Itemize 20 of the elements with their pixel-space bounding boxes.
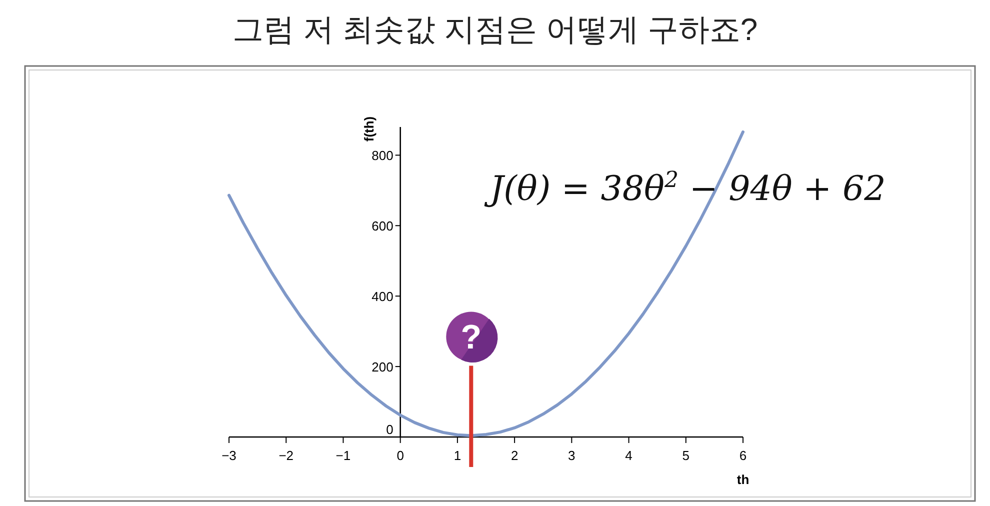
y-tick-label: 0 bbox=[386, 422, 394, 437]
y-tick-label: 400 bbox=[372, 289, 394, 304]
x-tick-label: 0 bbox=[396, 448, 404, 463]
y-axis-title: f(th) bbox=[361, 116, 376, 142]
annotation: J(θ) = 38θ$^{2}$ − 94θ + 62 bbox=[484, 167, 886, 209]
y-tick-label: 800 bbox=[372, 148, 394, 164]
x-tick-label: −2 bbox=[278, 448, 294, 463]
x-tick-label: −1 bbox=[336, 448, 351, 463]
x-tick-label: 4 bbox=[625, 448, 632, 463]
x-tick-label: 2 bbox=[510, 448, 518, 463]
x-tick-label: 6 bbox=[739, 448, 747, 463]
x-tick-label: 3 bbox=[568, 448, 576, 463]
x-tick-label: −3 bbox=[222, 448, 236, 463]
y-tick-label: 200 bbox=[372, 360, 394, 375]
y-tick-label: 600 bbox=[372, 218, 394, 234]
ref-line-label: ? bbox=[460, 318, 482, 357]
chart-title: 그럼 저 최솟값 지점은 어떻게 구하죠? bbox=[232, 12, 758, 47]
x-tick-label: 5 bbox=[682, 448, 690, 463]
x-tick-label: 1 bbox=[454, 448, 462, 463]
x-axis-title: th bbox=[736, 472, 750, 487]
